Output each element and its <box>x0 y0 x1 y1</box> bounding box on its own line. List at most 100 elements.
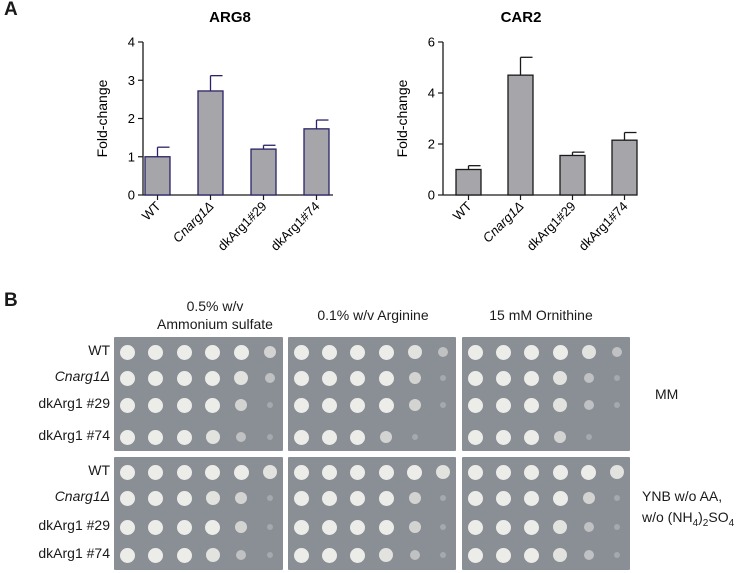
colony-spot <box>267 524 273 530</box>
colony-spot <box>467 464 483 480</box>
colony-spot <box>267 495 273 501</box>
colony-spot <box>467 429 483 445</box>
colony-spot <box>614 375 620 381</box>
plate-2 <box>462 337 630 451</box>
colony-spot <box>236 550 247 560</box>
colony-spot <box>350 547 366 563</box>
colony-spot <box>350 464 366 480</box>
x-tick-label-3: dkArg1#74 <box>576 199 631 254</box>
colony-spot <box>350 519 366 535</box>
x-tick-label-3: dkArg1#74 <box>268 199 323 254</box>
plate-4 <box>288 457 456 570</box>
bar-3 <box>611 139 638 196</box>
colony-spot <box>495 370 511 386</box>
colony-spot <box>293 397 309 413</box>
colony-spot <box>524 519 540 535</box>
colony-spot <box>176 519 192 535</box>
colony-spot <box>552 344 568 360</box>
colony-spot <box>119 547 135 563</box>
colony-spot <box>612 347 622 357</box>
colony-spot <box>176 370 192 386</box>
colony-spot <box>407 345 422 359</box>
car2-bar-chart: CAR2 Fold-change 0 2 4 6 WT Cnarg1ΔdkArg1#29dkA… <box>394 9 638 254</box>
colony-spot <box>350 397 366 413</box>
colony-spot <box>321 429 337 445</box>
colony-spot <box>378 344 394 360</box>
strain-label-1: Cnarg1Δ <box>54 368 110 384</box>
colony-spot <box>440 375 446 381</box>
panel-label-b: B <box>4 290 18 311</box>
colony-spot <box>495 429 511 445</box>
colony-spot <box>119 344 135 360</box>
y-tick-label: 2 <box>428 137 435 152</box>
colony-spot <box>205 491 220 505</box>
colony-spot <box>119 464 135 480</box>
bar-0 <box>455 168 482 196</box>
colony-spot <box>467 547 483 563</box>
y-axis-label-1: Fold-change <box>394 79 410 157</box>
plate-5 <box>462 457 630 570</box>
colony-spot <box>378 490 394 506</box>
colony-spot <box>378 519 394 535</box>
colony-spot <box>378 370 394 386</box>
chart-title-0: ARG8 <box>209 9 251 26</box>
colony-spot <box>582 492 595 504</box>
colony-spot <box>293 464 309 480</box>
colony-spot <box>614 495 620 501</box>
strain-label-3: dkArg1 #74 <box>38 427 110 443</box>
colony-spot <box>321 344 337 360</box>
colony-spot <box>585 434 592 440</box>
colony-spot <box>235 399 248 411</box>
medium-label-mm: MM <box>655 386 679 402</box>
colony-spot <box>378 464 394 480</box>
colony-spot <box>350 344 366 360</box>
colony-spot <box>438 347 448 357</box>
colony-spot <box>267 552 273 558</box>
colony-spot <box>293 370 309 386</box>
colony-spot <box>321 397 337 413</box>
bar-2 <box>250 148 277 196</box>
colony-spot <box>581 345 596 359</box>
colony-spot <box>524 429 540 445</box>
colony-spot <box>440 524 446 530</box>
colony-spot <box>321 464 337 480</box>
x-tick-label-2: dkArg1#29 <box>524 199 579 254</box>
colony-spot <box>467 519 483 535</box>
colony-spot <box>408 521 421 533</box>
colony-spot <box>321 490 337 506</box>
colony-spot <box>553 371 568 385</box>
colony-spot <box>440 552 446 558</box>
colony-spot <box>495 397 511 413</box>
subscript: 2 <box>702 517 709 529</box>
condition-line: 15 mM Ornithine <box>489 307 593 323</box>
bar-2 <box>559 154 586 196</box>
colony-spot <box>379 548 394 562</box>
colony-spot <box>233 464 249 480</box>
colony-spot <box>321 547 337 563</box>
colony-spot <box>524 490 540 506</box>
colony-spot <box>264 346 276 358</box>
x-tick-label-0: WT <box>139 198 164 223</box>
colony-spot <box>148 519 164 535</box>
colony-spot <box>205 430 220 444</box>
colony-spot <box>176 397 192 413</box>
subscript: 4 <box>692 517 699 529</box>
colony-spot <box>467 344 483 360</box>
y-tick-label: 2 <box>128 111 135 126</box>
colony-spot <box>495 344 511 360</box>
strain-label-0: WT <box>88 342 110 358</box>
colony-spot <box>235 521 248 533</box>
chart-title-1: CAR2 <box>501 9 542 26</box>
colony-spot <box>148 370 164 386</box>
condition-label-2: 15 mM Ornithine <box>446 306 636 324</box>
colony-spot <box>119 490 135 506</box>
bar-1 <box>197 90 224 196</box>
subscript: 4 <box>728 517 735 529</box>
colony-spot <box>407 464 423 480</box>
strain-label-3: dkArg1 #74 <box>38 545 110 561</box>
colony-spot <box>495 547 511 563</box>
colony-spot <box>581 464 597 480</box>
colony-spot <box>552 490 568 506</box>
colony-spot <box>524 547 540 563</box>
y-axis-label-0: Fold-change <box>94 79 110 157</box>
